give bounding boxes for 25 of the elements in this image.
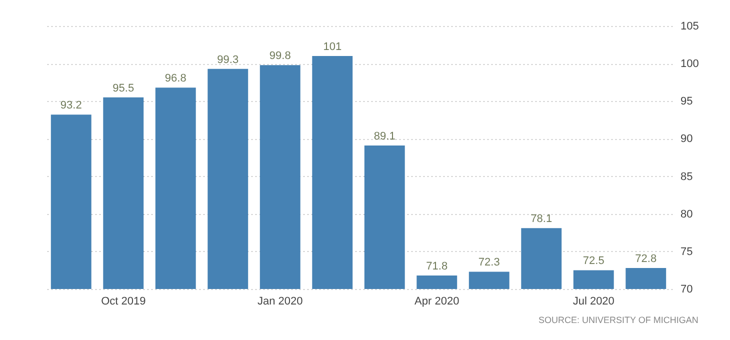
x-tick-label: Jan 2020 [257, 296, 303, 308]
data-label: 78.1 [530, 213, 552, 226]
data-label: 72.3 [478, 256, 500, 269]
data-label: 72.8 [635, 252, 657, 265]
data-label: 95.5 [112, 82, 134, 94]
y-tick-label: 95 [680, 96, 693, 108]
data-label: 96.8 [164, 72, 186, 85]
x-tick-label: Oct 2019 [101, 296, 146, 308]
data-label: 93.2 [60, 100, 82, 112]
y-tick-label: 85 [680, 170, 693, 183]
data-label: 101 [323, 41, 342, 54]
y-tick-label: 90 [680, 133, 693, 146]
x-tick-label: Apr 2020 [414, 296, 460, 308]
y-tick-label: 100 [680, 58, 699, 70]
data-label: 71.8 [426, 260, 448, 272]
y-tick-label: 105 [680, 20, 699, 32]
y-tick-label: 70 [680, 284, 693, 296]
data-label: 99.8 [269, 50, 291, 62]
source-note: SOURCE: UNIVERSITY OF MICHIGAN [538, 315, 698, 325]
y-tick-label: 80 [680, 208, 693, 220]
data-label: 89.1 [374, 130, 396, 142]
data-label: 99.3 [217, 54, 239, 66]
x-tick-label: Jul 2020 [572, 296, 614, 308]
y-tick-label: 75 [680, 246, 693, 258]
data-label: 72.5 [582, 255, 604, 268]
